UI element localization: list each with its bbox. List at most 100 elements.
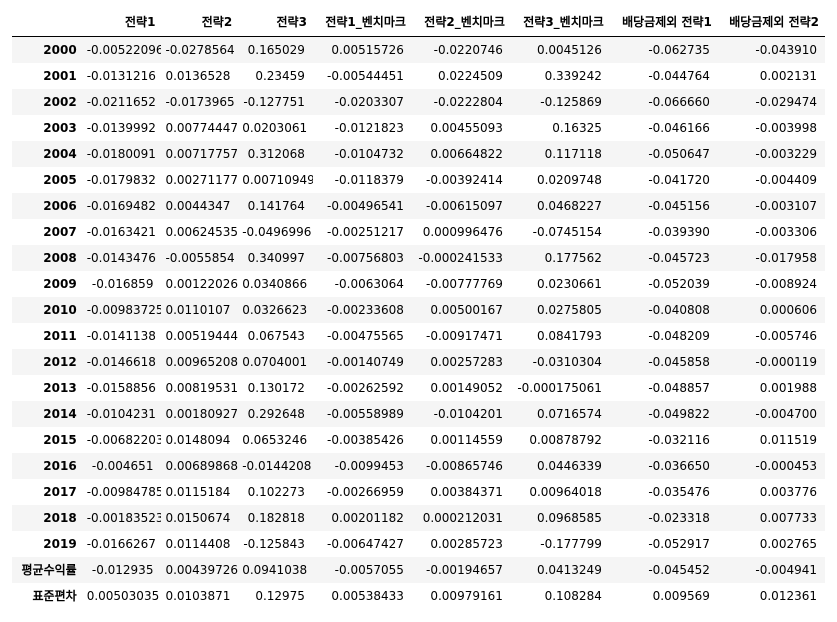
- column-header: 전략3: [238, 8, 313, 37]
- table-cell: 0.16325: [552, 121, 602, 135]
- table-cell: 0.0148094: [165, 433, 231, 447]
- table-cell: 0.00503035: [86, 589, 160, 603]
- table-cell: -0.177799: [540, 537, 602, 551]
- table-cell: 0.00149052: [430, 381, 503, 395]
- table-cell: -0.0055854: [165, 251, 235, 265]
- table-cell: -0.0104732: [334, 147, 404, 161]
- table-cell: -0.0173965: [165, 95, 235, 109]
- table-cell: -0.0179832: [86, 173, 156, 187]
- table-cell: 0.0150674: [165, 511, 231, 525]
- table-cell: 0.00180927: [165, 407, 238, 421]
- table-cell: 0.00965208: [165, 355, 238, 369]
- table-cell: 0.00384371: [430, 485, 503, 499]
- table-cell: 0.0045126: [536, 43, 602, 57]
- table-cell: 0.002131: [759, 69, 817, 83]
- row-index: 2006: [43, 199, 77, 213]
- table-cell: -0.005746: [755, 329, 817, 343]
- table-cell: 0.000606: [759, 303, 817, 317]
- table-row: 2002 -0.0211652 -0.0173965 -0.127751 -0.0203…: [12, 89, 825, 115]
- table-cell: -0.0310304: [532, 355, 602, 369]
- table-cell: 0.0103871: [165, 589, 231, 603]
- column-header: 전략2_벤치마크: [411, 8, 511, 37]
- table-cell: -0.00777769: [426, 277, 503, 291]
- table-cell: 0.012361: [759, 589, 817, 603]
- column-header: 전략2: [161, 8, 239, 37]
- table-row: 2012 -0.0146618 0.00965208 0.0704001 -0.0014…: [12, 349, 825, 375]
- table-cell: 0.003776: [759, 485, 817, 499]
- table-cell: -0.0146618: [86, 355, 156, 369]
- table-row: 2014 -0.0104231 0.00180927 0.292648 -0.00558…: [12, 401, 825, 427]
- row-index: 평균수익률: [21, 563, 77, 577]
- table-cell: 0.0841793: [536, 329, 602, 343]
- row-index: 2003: [43, 121, 77, 135]
- table-cell: 0.007733: [759, 511, 817, 525]
- table-cell: -0.029474: [755, 95, 817, 109]
- table-cell: 0.009569: [652, 589, 710, 603]
- table-cell: -0.040808: [648, 303, 710, 317]
- table-cell: 0.141764: [247, 199, 305, 213]
- table-cell: 0.00710949: [242, 173, 313, 187]
- table-row: 표준편차 0.00503035 0.0103871 0.12975 0.00538433…: [12, 583, 825, 609]
- table-cell: 0.0413249: [536, 563, 602, 577]
- row-index: 2008: [43, 251, 77, 265]
- header-row: 전략1 전략2 전략3 전략1_벤치마크 전략2_벤치마크 전략3_벤치마크 배당금제외 전…: [12, 8, 825, 37]
- column-header: 배당금제외 전략2: [717, 8, 825, 37]
- table-row: 평균수익률 -0.012935 0.00439726 0.0941038 -0.0057…: [12, 557, 825, 583]
- table-cell: 0.011519: [759, 433, 817, 447]
- table-cell: 0.00819531: [165, 381, 238, 395]
- table-cell: -0.00983725: [86, 303, 162, 317]
- table-cell: -0.000241533: [418, 251, 503, 265]
- table-cell: -0.00522096: [86, 43, 162, 57]
- table-cell: 0.067543: [247, 329, 305, 343]
- table-cell: 0.00774447: [165, 121, 238, 135]
- table-cell: -0.012935: [91, 563, 154, 577]
- row-index: 2010: [43, 303, 77, 317]
- table-cell: 0.00717757: [165, 147, 238, 161]
- table-row: 2006 -0.0169482 0.0044347 0.141764 -0.004965…: [12, 193, 825, 219]
- table-cell: 0.00979161: [430, 589, 503, 603]
- table-cell: 0.340997: [247, 251, 305, 265]
- table-cell: 0.000212031: [422, 511, 503, 525]
- table-row: 2019 -0.0166267 0.0114408 -0.125843 -0.00647…: [12, 531, 825, 557]
- table-cell: -0.00385426: [327, 433, 404, 447]
- table-cell: -0.016859: [91, 277, 154, 291]
- table-cell: 0.0275805: [536, 303, 602, 317]
- table-cell: 0.312068: [247, 147, 305, 161]
- row-index: 2007: [43, 225, 77, 239]
- table-cell: -0.000175061: [517, 381, 602, 395]
- table-row: 2001 -0.0131216 0.0136528 0.23459 -0.0054445…: [12, 63, 825, 89]
- table-cell: 0.177562: [544, 251, 602, 265]
- table-cell: -0.00262592: [327, 381, 404, 395]
- table-cell: -0.046166: [648, 121, 710, 135]
- table-cell: 0.0044347: [165, 199, 231, 213]
- table-cell: -0.00615097: [426, 199, 503, 213]
- table-cell: -0.052039: [648, 277, 710, 291]
- row-index: 2015: [43, 433, 77, 447]
- table-cell: 0.0326623: [242, 303, 308, 317]
- table-cell: 0.0115184: [165, 485, 231, 499]
- table-cell: 0.000996476: [422, 225, 503, 239]
- table-cell: -0.00496541: [327, 199, 404, 213]
- row-index: 2016: [43, 459, 77, 473]
- table-cell: -0.0169482: [86, 199, 156, 213]
- table-row: 2003 -0.0139992 0.00774447 0.0203061 -0.0121…: [12, 115, 825, 141]
- row-index: 표준편차: [32, 589, 77, 603]
- table-cell: -0.00140749: [327, 355, 404, 369]
- table-row: 2000 -0.00522096 -0.0278564 0.165029 0.00515…: [12, 36, 825, 63]
- table-cell: -0.004941: [755, 563, 817, 577]
- table-cell: 0.339242: [544, 69, 602, 83]
- table-row: 2004 -0.0180091 0.00717757 0.312068 -0.01047…: [12, 141, 825, 167]
- table-cell: -0.0222804: [433, 95, 503, 109]
- table-row: 2018 -0.00183523 0.0150674 0.182818 0.002011…: [12, 505, 825, 531]
- table-row: 2005 -0.0179832 0.00271177 0.00710949 -0.011…: [12, 167, 825, 193]
- table-cell: 0.292648: [247, 407, 305, 421]
- table-cell: -0.127751: [243, 95, 305, 109]
- row-index: 2018: [43, 511, 77, 525]
- row-index: 2012: [43, 355, 77, 369]
- table-cell: -0.00917471: [426, 329, 503, 343]
- table-cell: 0.00519444: [165, 329, 238, 343]
- table-cell: 0.00257283: [430, 355, 503, 369]
- table-cell: -0.0166267: [86, 537, 156, 551]
- table-cell: -0.0211652: [86, 95, 156, 109]
- column-header: 배당금제외 전략1: [609, 8, 718, 37]
